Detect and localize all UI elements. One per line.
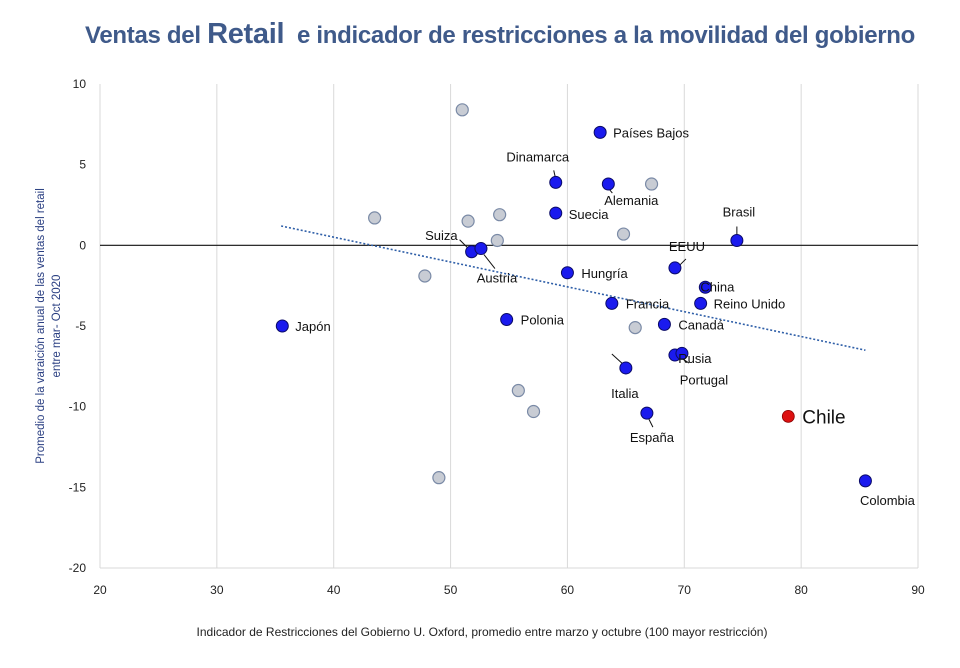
point-label-suiza: Suiza <box>425 228 458 243</box>
point-label-rusia: Rusia <box>678 351 712 366</box>
y-tick-label: -10 <box>69 400 87 414</box>
point-label-canadá: Canadá <box>678 317 724 332</box>
point-labels: Japón Países Bajos Dinamarca AlemaniaSuecia… <box>295 125 915 507</box>
leader-line <box>459 239 468 249</box>
y-tick-label: 10 <box>73 77 87 91</box>
scatter-point-alemania <box>601 177 615 191</box>
scatter-point <box>432 471 446 485</box>
x-tick-label: 70 <box>678 583 692 597</box>
scatter-point-italia <box>619 361 633 375</box>
trend-line <box>280 225 866 351</box>
scatter-point <box>616 227 631 241</box>
scatter-point <box>368 211 382 225</box>
x-tick-label: 90 <box>911 583 925 597</box>
leader-line <box>679 258 687 266</box>
point-label-francia: Francia <box>626 296 670 311</box>
x-tick-label: 60 <box>561 583 575 597</box>
point-label-chile: Chile <box>802 407 845 428</box>
scatter-point-eeuu <box>668 261 682 275</box>
scatter-point-hungría <box>560 266 574 280</box>
scatter-point-chile <box>781 409 795 423</box>
scatter-point-suecia <box>549 206 563 220</box>
scatter-point-china <box>698 280 712 294</box>
point-label-alemania: Alemania <box>604 193 659 208</box>
chart-title-part1: Ventas del <box>84 22 208 49</box>
point-label-italia: Italia <box>611 386 639 401</box>
point-label-españa: España <box>630 430 675 445</box>
grid-lines <box>99 84 919 569</box>
scatter-point <box>455 103 469 117</box>
scatter-point-países-bajos <box>593 125 607 139</box>
scatter-point-reino-unido <box>694 296 708 310</box>
chart-title-part2: e indicador de restricciones a la movili… <box>284 22 916 49</box>
scatter-point <box>490 233 504 248</box>
point-label-dinamarca: Dinamarca <box>506 149 570 164</box>
y-tick-label: -5 <box>75 319 86 333</box>
scatter-point-japón <box>275 319 289 333</box>
scatter-point <box>526 404 541 419</box>
point-label-suecia: Suecia <box>569 207 610 222</box>
point-label-austria: Austria <box>477 271 518 286</box>
y-tick-label: -20 <box>69 561 87 575</box>
leader-line <box>611 353 624 365</box>
label-leader-lines <box>459 170 738 428</box>
scatter-point-francia <box>605 296 619 310</box>
point-label-países-bajos: Países Bajos <box>613 125 689 140</box>
scatter-point-canadá <box>657 317 671 331</box>
data-points <box>275 103 872 488</box>
point-label-brasil: Brasil <box>723 204 756 219</box>
point-label-reino-unido: Reino Unido <box>714 296 786 311</box>
y-tick-label: -15 <box>69 480 87 494</box>
x-tick-label: 30 <box>210 583 224 597</box>
scatter-point-polonia <box>500 313 514 327</box>
scatter-point <box>461 214 475 228</box>
y-tick-label: 0 <box>79 238 86 252</box>
y-axis-title-line2: entre mar- Oct 2020 <box>51 275 63 378</box>
scatter-point <box>418 269 432 283</box>
scatter-point-dinamarca <box>549 175 563 189</box>
scatter-point <box>628 321 642 335</box>
point-label-hungría: Hungría <box>581 266 628 281</box>
x-tick-label: 20 <box>93 583 107 597</box>
leader-line <box>648 418 654 428</box>
scatter-point-portugal <box>675 346 689 360</box>
leader-line <box>483 254 496 269</box>
scatter-point <box>644 177 659 191</box>
point-label-eeuu: EEUU <box>669 239 705 254</box>
chart-title: Ventas del Retail e indicador de restric… <box>0 18 960 51</box>
x-tick-label: 50 <box>444 583 458 597</box>
point-label-polonia: Polonia <box>521 313 565 328</box>
scatter-point-austria <box>474 242 488 256</box>
y-axis-title-line1: Promedio de la varaición anual de las ve… <box>35 188 47 464</box>
scatter-point-brasil <box>730 233 744 247</box>
chart-title-emphasis: Retail <box>207 18 285 50</box>
x-axis-title: Indicador de Restricciones del Gobierno … <box>197 625 768 639</box>
point-label-japón: Japón <box>295 319 330 334</box>
point-label-china: China <box>700 279 735 294</box>
x-tick-label: 40 <box>327 583 341 597</box>
point-label-colombia: Colombia <box>860 493 916 508</box>
scatter-point-españa <box>640 406 654 420</box>
y-tick-label: 5 <box>79 158 86 172</box>
point-label-portugal: Portugal <box>680 372 729 387</box>
scatter-point <box>511 383 525 398</box>
x-tick-label: 80 <box>794 583 808 597</box>
scatter-point-colombia <box>858 474 872 488</box>
scatter-point <box>493 208 507 222</box>
